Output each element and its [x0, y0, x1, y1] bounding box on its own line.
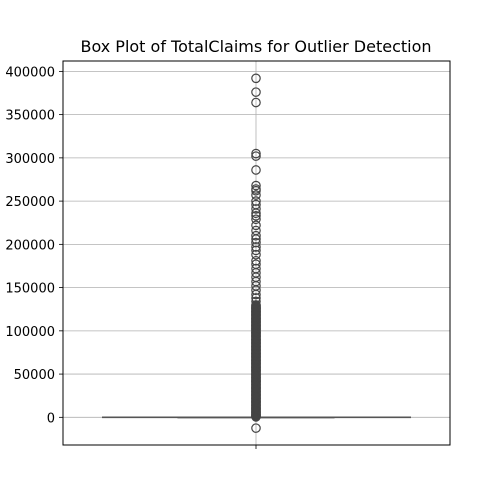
outlier-point — [251, 151, 261, 161]
y-tick-label: 0 — [47, 411, 55, 426]
outlier-point — [251, 73, 261, 84]
outlier-point — [251, 237, 261, 248]
outlier-point — [251, 289, 261, 300]
outlier-point — [251, 230, 261, 241]
y-tick-label: 350000 — [5, 109, 55, 124]
outlier-point — [251, 211, 261, 221]
y-tick-label: 150000 — [5, 282, 55, 297]
outlier-point — [251, 214, 261, 225]
outlier-point — [251, 242, 261, 252]
outlier-point — [251, 165, 261, 175]
chart-title: Box Plot of TotalClaims for Outlier Dete… — [80, 37, 431, 56]
y-tick-label: 400000 — [5, 65, 55, 80]
outlier-point — [251, 204, 261, 214]
y-tick-label: 50000 — [14, 368, 55, 383]
outlier-point — [251, 148, 261, 159]
outlier-point — [251, 234, 261, 244]
outlier-point — [251, 185, 261, 196]
outlier-layer — [251, 73, 261, 433]
outlier-point — [251, 220, 261, 231]
y-tick-label: 200000 — [5, 238, 55, 253]
outlier-point — [251, 245, 261, 256]
outlier-point — [251, 208, 261, 219]
axis-layer: 0 50000 100000 150000 200000 250000 300000 3500… — [5, 60, 451, 449]
outlier-point — [251, 300, 261, 311]
outlier-point — [251, 285, 261, 295]
y-tick-label: 100000 — [5, 325, 55, 340]
outlier-point — [251, 255, 261, 266]
outlier-point — [251, 423, 261, 433]
outlier-point — [251, 180, 261, 191]
y-tick-label: 300000 — [5, 152, 55, 167]
outlier-point — [251, 196, 261, 206]
plot-frame — [62, 60, 451, 446]
outlier-point — [251, 190, 261, 200]
outlier-point — [251, 249, 261, 260]
y-tick-label: 250000 — [5, 195, 55, 210]
outlier-point — [251, 97, 261, 108]
outlier-point — [251, 87, 261, 97]
